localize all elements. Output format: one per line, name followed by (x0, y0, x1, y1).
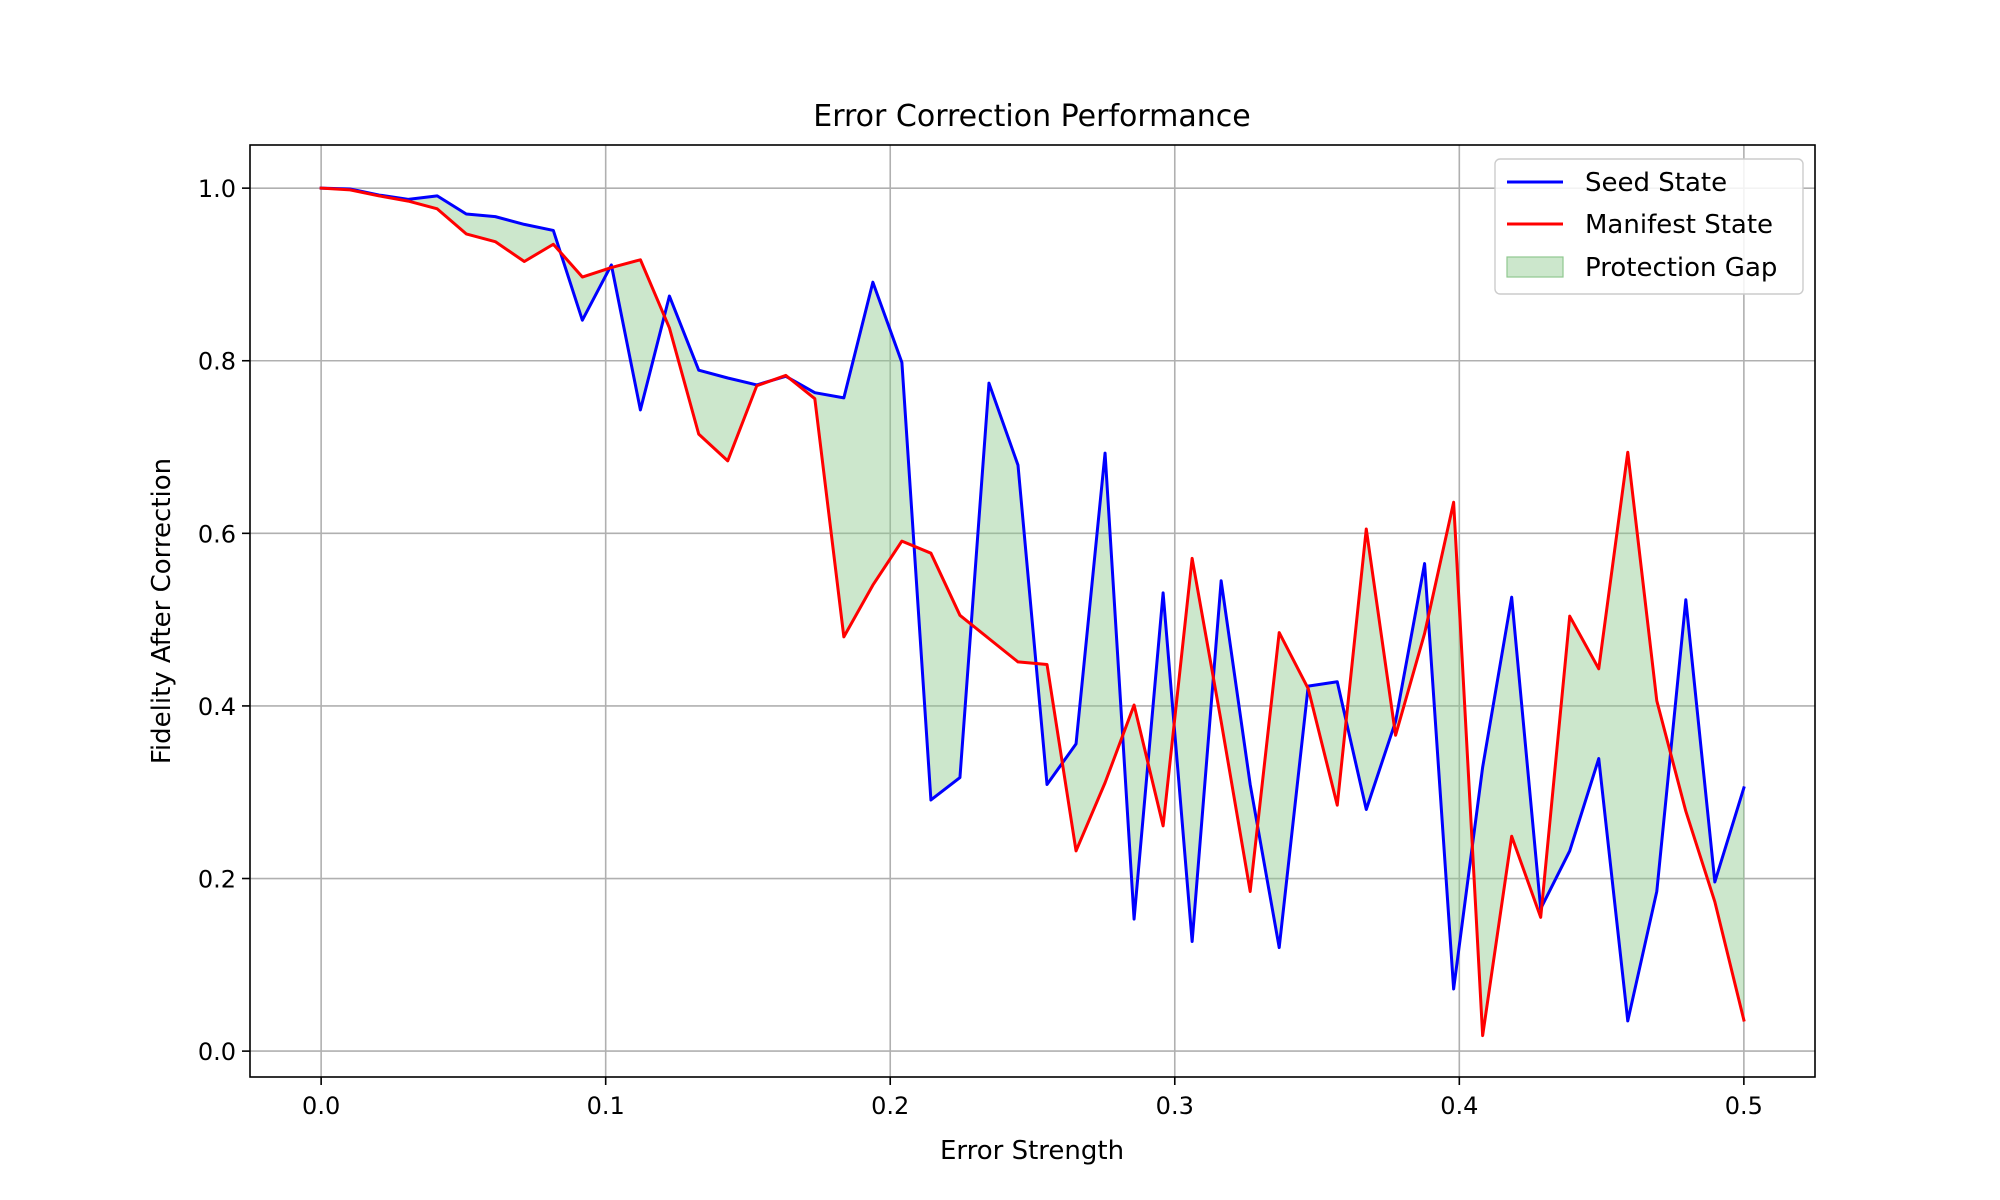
x-tick-label: 0.3 (1156, 1092, 1194, 1120)
y-tick-label: 0.0 (198, 1038, 236, 1066)
x-tick-label: 0.2 (871, 1092, 909, 1120)
grid-lines (250, 145, 1815, 1077)
chart-title: Error Correction Performance (813, 99, 1251, 134)
plot-frame (249, 144, 1816, 1078)
legend-label-seed-state: Seed State (1585, 168, 1727, 198)
y-tick-label: 0.2 (198, 866, 236, 894)
series-line-seed-state (319, 186, 1746, 1023)
x-tick-label: 0.5 (1725, 1092, 1763, 1120)
y-tick-label: 0.8 (198, 348, 236, 376)
legend: Seed State Manifest State Protection Gap (1494, 158, 1804, 295)
x-tick-label: 0.1 (587, 1092, 625, 1120)
series-line-manifest-state (319, 186, 1746, 1038)
x-axis-ticks: 0.0 0.1 0.2 0.3 0.4 0.5 (302, 1077, 1763, 1120)
x-tick-label: 0.0 (302, 1092, 340, 1120)
x-tick-label: 0.4 (1440, 1092, 1478, 1120)
y-tick-label: 1.0 (198, 175, 236, 203)
y-axis-label: Fidelity After Correction (147, 458, 177, 764)
legend-box (1494, 158, 1804, 295)
x-axis-label: Error Strength (940, 1136, 1124, 1166)
y-tick-label: 0.4 (198, 693, 236, 721)
series-lines (319, 186, 1746, 1038)
legend-label-manifest-state: Manifest State (1585, 210, 1773, 240)
y-tick-label: 0.6 (198, 520, 236, 548)
legend-label-protection-gap: Protection Gap (1585, 253, 1777, 283)
legend-handle-protection-gap (1506, 256, 1564, 278)
y-axis-ticks: 0.0 0.2 0.4 0.6 0.8 1.0 (198, 175, 250, 1066)
